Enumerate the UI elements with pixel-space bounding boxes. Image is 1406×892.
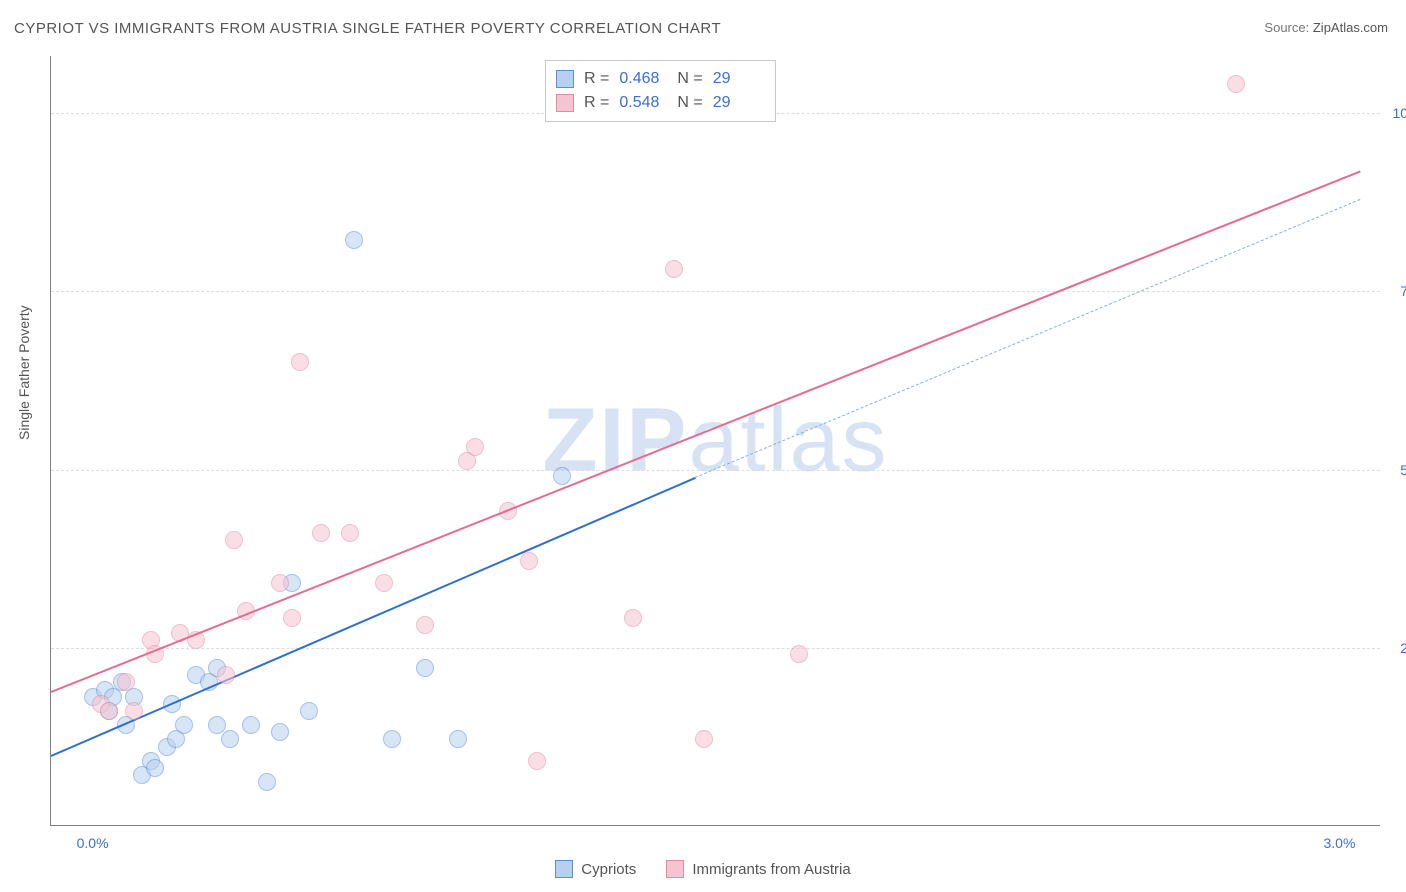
data-point	[300, 702, 318, 720]
source-value: ZipAtlas.com	[1313, 20, 1388, 35]
legend-item: Immigrants from Austria	[666, 860, 850, 878]
data-point	[100, 702, 118, 720]
y-tick-label: 100.0%	[1386, 105, 1406, 121]
legend-swatch	[555, 860, 573, 878]
x-tick-label: 3.0%	[1323, 835, 1355, 851]
data-point	[341, 524, 359, 542]
r-label: R =	[584, 91, 609, 115]
trend-line	[695, 199, 1360, 478]
legend-label: Immigrants from Austria	[692, 861, 850, 878]
source-attribution: Source: ZipAtlas.com	[1264, 20, 1388, 35]
data-point	[665, 260, 683, 278]
data-point	[624, 609, 642, 627]
data-point	[416, 616, 434, 634]
n-value: 29	[713, 91, 761, 115]
data-point	[271, 723, 289, 741]
data-point	[449, 730, 467, 748]
data-point	[117, 673, 135, 691]
n-value: 29	[713, 67, 761, 91]
data-point	[383, 730, 401, 748]
stats-row: R = 0.468 N = 29	[556, 67, 761, 91]
stats-legend-box: R = 0.468 N = 29 R = 0.548 N = 29	[545, 60, 776, 122]
legend-label: Cypriots	[581, 861, 636, 878]
data-point	[528, 752, 546, 770]
legend-item: Cypriots	[555, 860, 636, 878]
data-point	[217, 666, 235, 684]
data-point	[225, 531, 243, 549]
y-tick-label: 75.0%	[1386, 283, 1406, 299]
source-label: Source:	[1264, 20, 1309, 35]
x-tick-label: 0.0%	[77, 835, 109, 851]
legend-swatch	[556, 70, 574, 88]
data-point	[375, 574, 393, 592]
r-label: R =	[584, 67, 609, 91]
y-tick-label: 50.0%	[1386, 462, 1406, 478]
data-point	[242, 716, 260, 734]
chart-title: CYPRIOT VS IMMIGRANTS FROM AUSTRIA SINGL…	[14, 20, 721, 37]
data-point	[345, 231, 363, 249]
bottom-legend: Cypriots Immigrants from Austria	[0, 860, 1406, 878]
trend-line	[51, 170, 1361, 692]
watermark-thin: atlas	[688, 390, 888, 490]
data-point	[520, 552, 538, 570]
n-label: N =	[677, 67, 702, 91]
data-point	[1227, 75, 1245, 93]
legend-swatch	[666, 860, 684, 878]
data-point	[312, 524, 330, 542]
data-point	[553, 467, 571, 485]
gridline-h	[51, 291, 1380, 292]
data-point	[146, 759, 164, 777]
gridline-h	[51, 648, 1380, 649]
n-label: N =	[677, 91, 702, 115]
r-value: 0.548	[619, 91, 667, 115]
data-point	[291, 353, 309, 371]
y-axis-label: Single Father Poverty	[16, 305, 32, 440]
data-point	[271, 574, 289, 592]
data-point	[221, 730, 239, 748]
trend-line	[51, 477, 696, 757]
data-point	[790, 645, 808, 663]
data-point	[258, 773, 276, 791]
data-point	[175, 716, 193, 734]
data-point	[695, 730, 713, 748]
stats-row: R = 0.548 N = 29	[556, 91, 761, 115]
data-point	[125, 702, 143, 720]
data-point	[416, 659, 434, 677]
legend-swatch	[556, 94, 574, 112]
gridline-h	[51, 470, 1380, 471]
data-point	[283, 609, 301, 627]
r-value: 0.468	[619, 67, 667, 91]
data-point	[466, 438, 484, 456]
y-tick-label: 25.0%	[1386, 640, 1406, 656]
scatter-plot: ZIPatlas 25.0%50.0%75.0%100.0%0.0%3.0%	[50, 56, 1380, 826]
